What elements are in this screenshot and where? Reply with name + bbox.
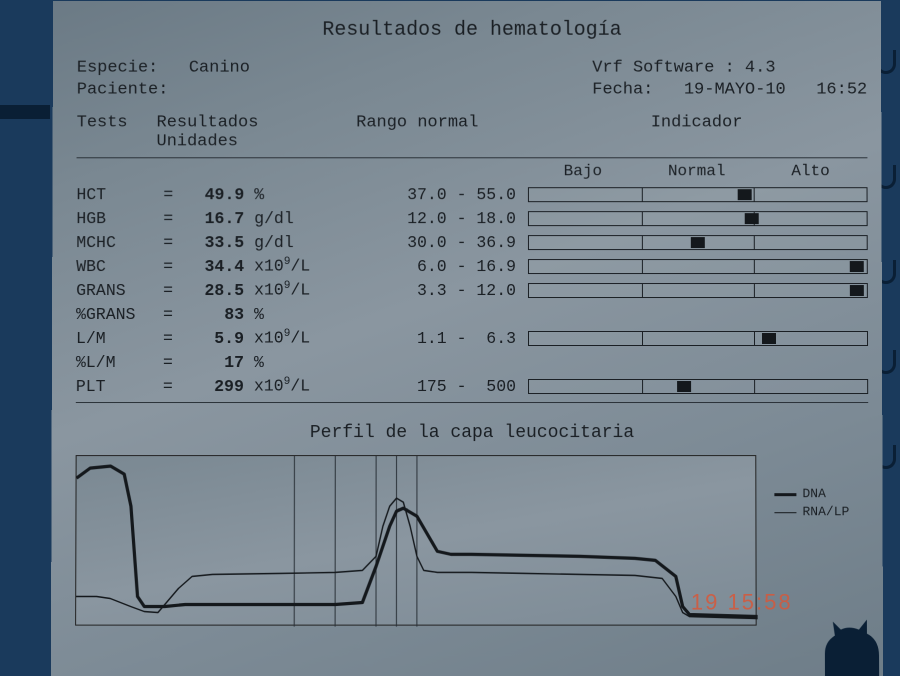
test-name: MCHC — [76, 233, 156, 252]
especie-label: Especie: — [77, 58, 159, 80]
test-name: GRANS — [76, 281, 156, 300]
test-range: 6.0 - 16.9 — [354, 257, 524, 276]
test-name: HGB — [76, 209, 156, 228]
test-range: 175 - 500 — [354, 377, 524, 396]
test-unit: % — [244, 353, 354, 372]
hdr-resultados: Resultados — [157, 114, 259, 133]
test-unit: % — [244, 305, 354, 324]
hdr-normal: Normal — [640, 162, 754, 180]
test-unit: g/dl — [244, 233, 354, 252]
test-value: 49.9 — [180, 185, 244, 204]
column-headers: Tests Resultados Unidades Rango normal I… — [77, 114, 868, 159]
test-unit: x109/L — [244, 280, 354, 299]
slide-accent-bar — [0, 105, 50, 119]
legend-label-dna: DNA — [802, 485, 825, 503]
test-value: 34.4 — [180, 257, 244, 276]
indicator-bar — [524, 331, 868, 346]
table-row: %GRANS=83% — [76, 302, 868, 326]
legend-label-rna: RNA/LP — [802, 504, 849, 522]
test-range: 37.0 - 55.0 — [354, 185, 524, 204]
table-row: PLT=299x109/L 175 - 500 — [76, 374, 868, 398]
hdr-alto: Alto — [754, 162, 868, 180]
chart-legend: DNA RNA/LP — [774, 485, 849, 521]
fecha-label: Fecha: — [592, 81, 653, 100]
software-label: Vrf Software : — [592, 59, 735, 78]
indicator-bar — [524, 235, 868, 250]
report-title: Resultados de hematología — [77, 19, 867, 42]
test-value: 16.7 — [180, 209, 244, 228]
test-name: PLT — [76, 377, 156, 396]
especie-value: Canino — [189, 59, 250, 78]
test-name: L/M — [76, 329, 156, 348]
legend-line-dna — [774, 493, 796, 496]
test-name: %L/M — [76, 353, 156, 372]
hdr-unidades: Unidades — [156, 133, 238, 152]
test-value: 5.9 — [180, 329, 244, 348]
test-unit: x109/L — [244, 257, 354, 276]
test-unit: x109/L — [244, 328, 354, 347]
hematology-report: Resultados de hematología Especie: Canin… — [51, 1, 883, 676]
indicator-bar — [524, 283, 868, 298]
test-range: 12.0 - 18.0 — [354, 209, 524, 228]
test-value: 299 — [180, 377, 244, 396]
hdr-indicador: Indicador — [526, 114, 868, 152]
table-row: GRANS=28.5x109/L 3.3 - 12.0 — [76, 278, 868, 302]
indicator-bar — [524, 379, 868, 394]
table-row: MCHC=33.5g/dl30.0 - 36.9 — [76, 230, 867, 254]
indicator-subheaders: Bajo Normal Alto — [76, 162, 867, 180]
test-unit: % — [244, 185, 354, 204]
chart-title: Perfil de la capa leucocitaria — [76, 423, 869, 443]
leukocyte-chart — [75, 455, 757, 626]
table-row: HGB=16.7g/dl12.0 - 18.0 — [76, 206, 867, 230]
test-unit: g/dl — [244, 209, 354, 228]
test-range: 3.3 - 12.0 — [354, 281, 524, 300]
test-value: 83 — [180, 305, 244, 324]
hora-value: 16:52 — [816, 81, 867, 100]
test-range: 30.0 - 36.9 — [354, 233, 524, 252]
fecha-value: 19-MAYO-10 — [684, 81, 786, 100]
cat-silhouette-icon — [819, 612, 883, 676]
hdr-tests: Tests — [77, 114, 157, 152]
test-unit: x109/L — [244, 376, 354, 396]
test-name: %GRANS — [76, 305, 156, 324]
test-name: HCT — [76, 185, 156, 204]
test-value: 33.5 — [180, 233, 244, 252]
hdr-rango: Rango normal — [356, 114, 526, 152]
table-row: WBC=34.4x109/L 6.0 - 16.9 — [76, 254, 868, 278]
indicator-bar — [524, 187, 868, 202]
test-name: WBC — [76, 257, 156, 276]
test-value: 17 — [180, 353, 244, 372]
hdr-bajo: Bajo — [526, 162, 640, 180]
test-value: 28.5 — [180, 281, 244, 300]
legend-line-rna — [774, 512, 796, 513]
indicator-bar — [524, 259, 868, 274]
tests-table: HCT=49.9%37.0 - 55.0HGB=16.7g/dl12.0 - 1… — [76, 182, 868, 398]
report-header: Especie: Canino Paciente: Vrf Software :… — [77, 58, 868, 102]
table-row: HCT=49.9%37.0 - 55.0 — [76, 182, 867, 206]
separator-line — [76, 402, 868, 403]
camera-timestamp: 19 15:58 — [691, 589, 793, 615]
software-value: 4.3 — [745, 59, 776, 78]
paciente-label: Paciente: — [77, 80, 169, 102]
test-range: 1.1 - 6.3 — [354, 329, 524, 348]
indicator-bar — [524, 211, 868, 226]
table-row: %L/M=17% — [76, 350, 868, 374]
table-row: L/M=5.9x109/L 1.1 - 6.3 — [76, 326, 868, 350]
